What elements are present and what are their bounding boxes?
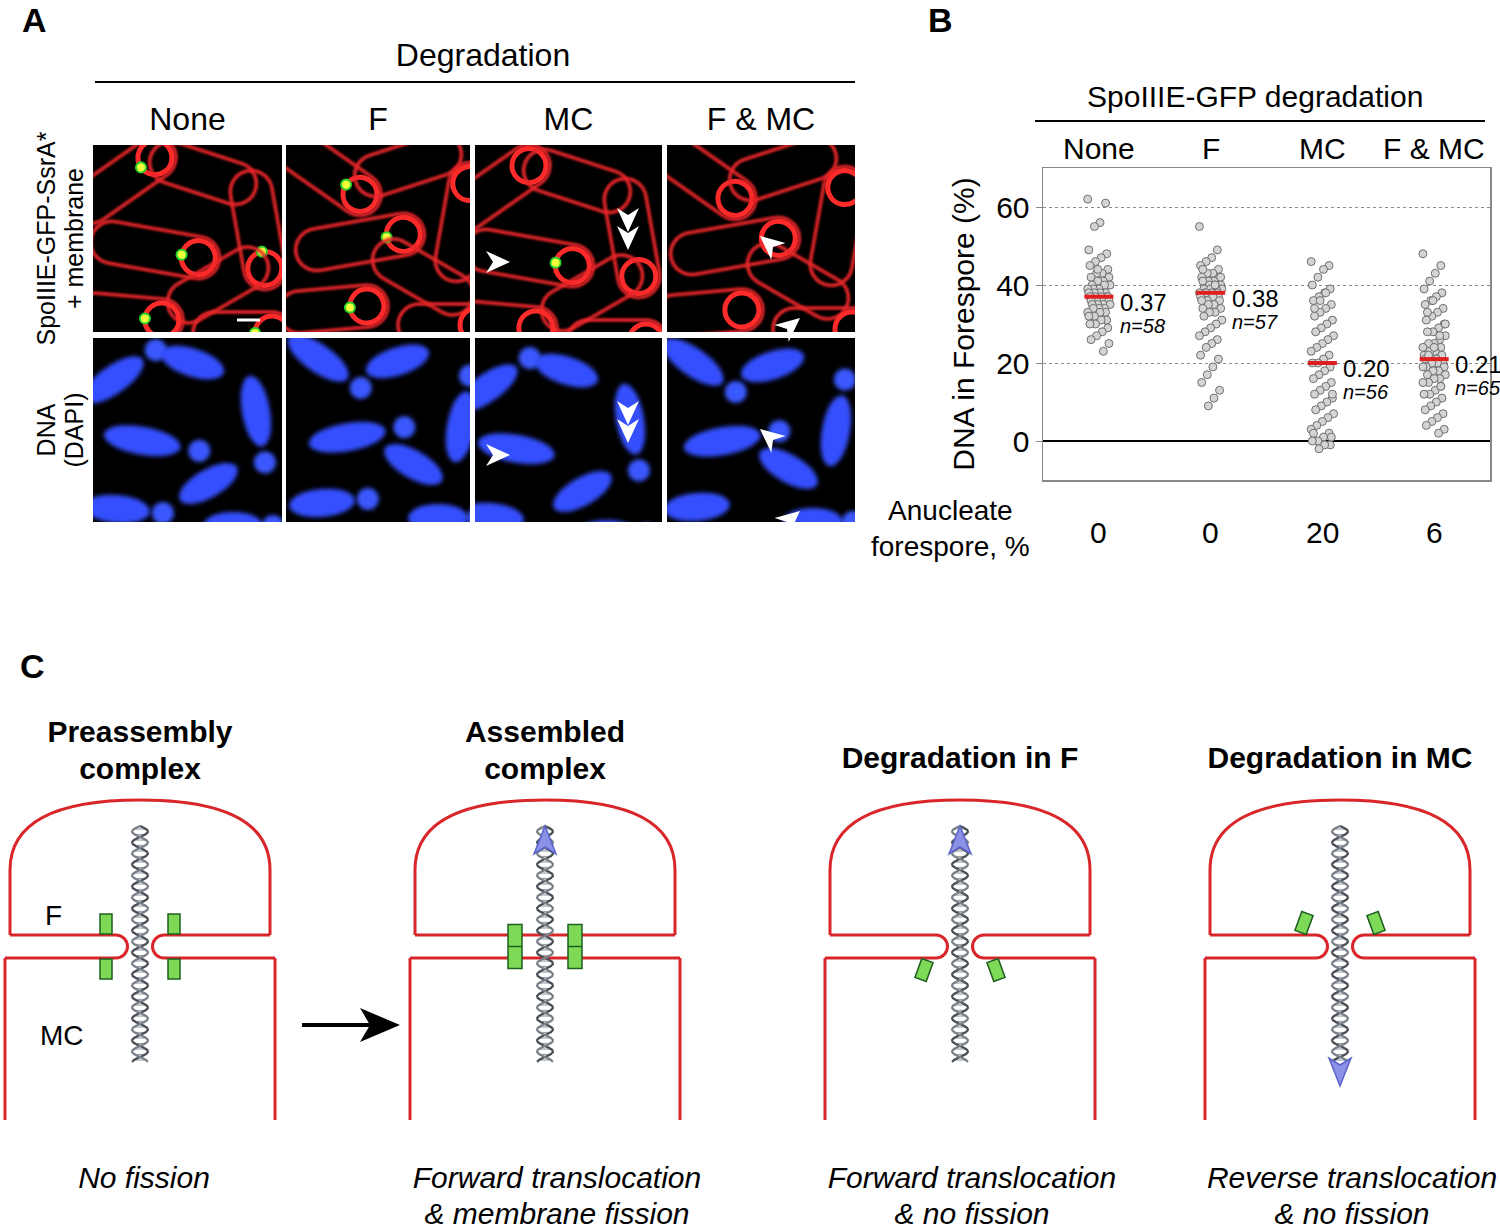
- svg-text:DNA: DNA: [32, 403, 60, 456]
- svg-text:& membrane fission: & membrane fission: [424, 1197, 689, 1228]
- svg-text:Assembled: Assembled: [465, 715, 625, 748]
- svg-text:n=56: n=56: [1343, 381, 1389, 403]
- svg-text:DNA in Forespore (%): DNA in Forespore (%): [947, 177, 980, 470]
- svg-text:n=57: n=57: [1232, 311, 1278, 333]
- svg-text:Forward translocation: Forward translocation: [413, 1161, 701, 1194]
- svg-text:40: 40: [996, 269, 1029, 302]
- svg-text:MC: MC: [40, 1020, 84, 1051]
- svg-text:0.37: 0.37: [1120, 289, 1167, 316]
- svg-text:6: 6: [1426, 516, 1443, 549]
- svg-text:20: 20: [996, 347, 1029, 380]
- svg-text:complex: complex: [484, 752, 606, 785]
- svg-text:Degradation in F: Degradation in F: [842, 741, 1079, 774]
- svg-text:No fission: No fission: [78, 1161, 210, 1194]
- svg-text:& no fission: & no fission: [894, 1197, 1049, 1228]
- svg-text:A: A: [22, 1, 47, 39]
- svg-text:None: None: [1063, 132, 1135, 165]
- svg-text:B: B: [928, 1, 953, 39]
- svg-text:MC: MC: [544, 101, 594, 137]
- svg-text:Degradation: Degradation: [396, 37, 570, 73]
- svg-text:complex: complex: [79, 752, 201, 785]
- svg-text:Forward translocation: Forward translocation: [828, 1161, 1116, 1194]
- svg-text:F: F: [1202, 132, 1220, 165]
- svg-text:20: 20: [1306, 516, 1339, 549]
- svg-text:F & MC: F & MC: [707, 101, 815, 137]
- svg-text:SpoIIIE-GFP-SsrA*: SpoIIIE-GFP-SsrA*: [32, 131, 60, 345]
- svg-text:Reverse translocation: Reverse translocation: [1207, 1161, 1497, 1194]
- svg-text:60: 60: [996, 191, 1029, 224]
- svg-text:n=58: n=58: [1120, 315, 1165, 337]
- svg-text:F & MC: F & MC: [1383, 132, 1485, 165]
- svg-text:0.21: 0.21: [1455, 351, 1500, 378]
- svg-text:& no fission: & no fission: [1274, 1197, 1429, 1228]
- svg-text:0: 0: [1202, 516, 1219, 549]
- svg-text:MC: MC: [1299, 132, 1346, 165]
- svg-text:0.20: 0.20: [1343, 355, 1390, 382]
- svg-text:Anucleateforespore, %: Anucleateforespore, %: [871, 495, 1030, 562]
- svg-text:n=65: n=65: [1455, 377, 1500, 399]
- svg-text:+ membrane: + membrane: [60, 168, 88, 309]
- svg-text:Preassembly: Preassembly: [47, 715, 232, 748]
- svg-text:0.38: 0.38: [1232, 285, 1279, 312]
- svg-text:(DAPI): (DAPI): [60, 393, 88, 468]
- svg-text:SpoIIIE-GFP degradation: SpoIIIE-GFP degradation: [1087, 80, 1423, 113]
- svg-text:0: 0: [1013, 425, 1030, 458]
- svg-text:F: F: [45, 900, 62, 931]
- svg-text:F: F: [368, 101, 388, 137]
- svg-text:C: C: [20, 647, 45, 685]
- svg-text:Degradation in MC: Degradation in MC: [1207, 741, 1472, 774]
- svg-text:0: 0: [1090, 516, 1107, 549]
- svg-text:None: None: [149, 101, 226, 137]
